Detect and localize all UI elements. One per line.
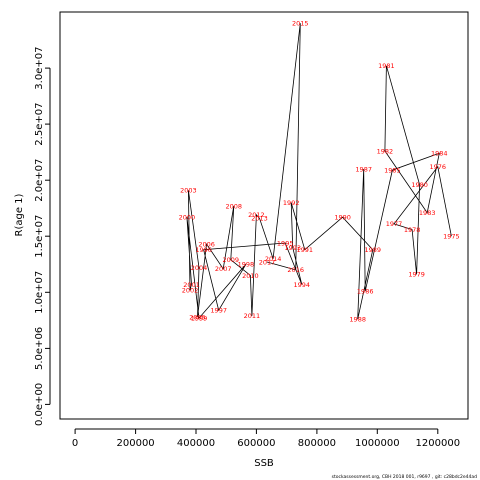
year-label: 1989 bbox=[365, 246, 382, 254]
y-tick-label: 1.0e+07 bbox=[34, 271, 45, 314]
year-label: 2004 bbox=[191, 264, 208, 272]
year-label: 1991 bbox=[297, 246, 314, 254]
x-tick-label: 0 bbox=[72, 438, 78, 449]
year-label: 2014 bbox=[265, 255, 282, 263]
year-label: 1982 bbox=[377, 147, 394, 155]
y-tick-label: 5.0e+06 bbox=[34, 327, 45, 370]
year-label: 2003 bbox=[180, 187, 197, 195]
year-label: 1987 bbox=[355, 165, 372, 173]
year-label: 1996 bbox=[195, 246, 212, 254]
year-label: 1985 bbox=[384, 166, 401, 174]
year-label: 1986 bbox=[357, 288, 374, 296]
y-tick-label: 2.5e+07 bbox=[34, 103, 45, 146]
year-label: 2009 bbox=[223, 256, 240, 264]
plot-frame bbox=[59, 11, 469, 420]
x-axis: 0 200000 400000 600000 800000 1000000 1200000 bbox=[72, 428, 461, 449]
x-axis-title: SSB bbox=[254, 458, 274, 469]
year-label: 2011 bbox=[244, 312, 261, 320]
year-label: 1999 bbox=[191, 314, 208, 322]
x-tick-label: 1000000 bbox=[355, 438, 400, 449]
year-label: 2002 bbox=[182, 286, 199, 294]
x-tick-label: 600000 bbox=[237, 438, 275, 449]
trajectory-path bbox=[186, 23, 452, 320]
year-label: 1990 bbox=[334, 214, 351, 222]
year-label: 2016 bbox=[287, 266, 304, 274]
year-label: 2008 bbox=[226, 202, 243, 210]
y-tick-label: 2.0e+07 bbox=[34, 159, 45, 202]
year-label: 1975 bbox=[443, 233, 460, 241]
y-tick-label: 3.0e+07 bbox=[34, 47, 45, 90]
year-label: 1988 bbox=[349, 316, 366, 324]
x-tick-label: 200000 bbox=[117, 438, 155, 449]
year-label: 2015 bbox=[292, 20, 309, 28]
year-label: 2010 bbox=[242, 272, 259, 280]
year-label: 2017 bbox=[259, 258, 276, 266]
trajectory-lines bbox=[186, 23, 452, 320]
year-label: 1998 bbox=[238, 261, 255, 269]
year-label: 1978 bbox=[404, 226, 421, 234]
year-label: 1977 bbox=[386, 220, 403, 228]
x-tick-label: 1200000 bbox=[416, 438, 461, 449]
year-label: 1993 bbox=[284, 244, 301, 252]
year-label: 2006 bbox=[198, 240, 215, 248]
year-label: 1995 bbox=[277, 239, 294, 247]
x-tick-label: 400000 bbox=[177, 438, 215, 449]
year-label: 2012 bbox=[248, 211, 265, 219]
year-label: 1992 bbox=[283, 199, 300, 207]
year-label: 2013 bbox=[251, 215, 268, 223]
y-axis: 0.0e+00 5.0e+06 1.0e+07 1.5e+07 2.0e+07 2.5e+… bbox=[34, 47, 51, 426]
year-label: 2005 bbox=[189, 313, 206, 321]
year-label: 2007 bbox=[215, 265, 232, 273]
year-label: 1980 bbox=[411, 181, 428, 189]
year-label: 1997 bbox=[210, 307, 227, 315]
year-label: 1981 bbox=[378, 62, 395, 70]
year-label: 1984 bbox=[431, 150, 448, 158]
x-tick-label: 800000 bbox=[298, 438, 336, 449]
footer-text: stockassessment.org, CBH 2018 001, r9697… bbox=[332, 474, 477, 480]
year-label: 2001 bbox=[183, 281, 200, 289]
y-axis-title: R(age 1) bbox=[14, 193, 25, 236]
year-label: 2000 bbox=[179, 214, 196, 222]
year-label: 1976 bbox=[430, 163, 447, 171]
y-tick-label: 0.0e+00 bbox=[34, 383, 45, 426]
y-tick-label: 1.5e+07 bbox=[34, 215, 45, 258]
year-label: 1983 bbox=[419, 209, 436, 217]
year-label: 1979 bbox=[408, 271, 425, 279]
year-label: 1994 bbox=[294, 281, 311, 289]
